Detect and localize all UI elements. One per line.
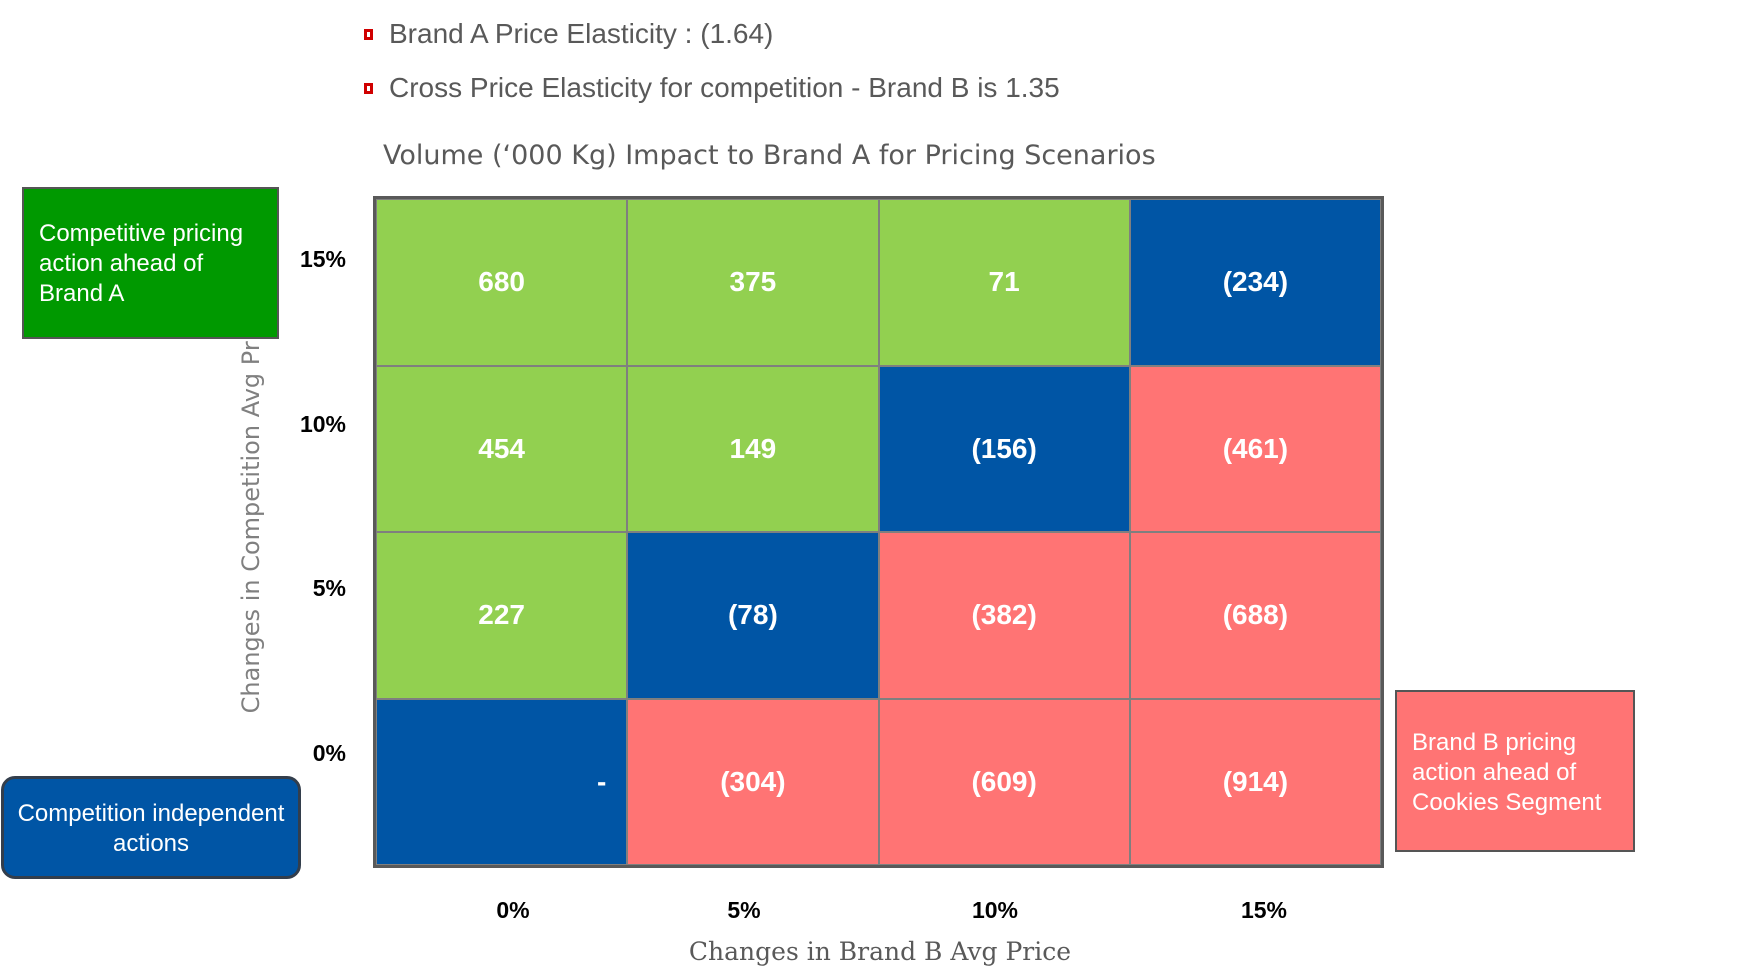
bullet-price-elasticity: Brand A Price Elasticity : (1.64) [364,18,773,50]
x-tick-label: 10% [971,897,1019,923]
heatmap-cell: (461) [1129,365,1381,532]
bullet-cross-elasticity: Cross Price Elasticity for competition -… [364,72,1060,104]
heatmap-grid: 680 375 71 (234) 454 149 (156) (461) 227 (78) (382… [373,196,1384,868]
chart-title: Volume (‘000 Kg) Impact to Brand A for P… [383,140,1156,171]
heatmap-cell: 149 [627,365,879,532]
heatmap-cell: 680 [376,199,628,366]
heatmap-cell: (914) [1129,698,1381,865]
y-axis-label: Changes in Competition Avg Price [237,306,265,714]
callout-brand-b-pricing: Brand B pricing action ahead of Cookies … [1395,690,1635,852]
heatmap-cell: (609) [878,698,1130,865]
heatmap-cell: (156) [878,365,1130,532]
callout-competitive-pricing: Competitive pricing action ahead of Bran… [22,187,279,339]
y-tick-label: 0% [312,739,346,766]
bullet-text: Cross Price Elasticity for competition -… [389,72,1060,103]
x-tick-label: 15% [1240,897,1288,923]
bullet-square-icon [364,28,373,40]
heatmap-cell: 375 [627,199,879,366]
y-tick-label: 5% [312,575,346,602]
x-tick-label: 0% [496,897,530,923]
bullet-text: Brand A Price Elasticity : (1.64) [389,18,774,49]
bullet-square-icon [364,82,373,94]
x-axis-label: Changes in Brand B Avg Price [688,937,1072,966]
heatmap-cell: (78) [627,532,879,699]
heatmap-cell: 454 [376,365,628,532]
heatmap-cell: (234) [1129,199,1381,366]
heatmap-cell: 227 [376,532,628,699]
heatmap-cell: (382) [878,532,1130,699]
callout-independent-actions: Competition independent actions [1,776,301,879]
x-tick-label: 5% [727,897,761,923]
heatmap-cell: 71 [878,199,1130,366]
heatmap-cell: (304) [627,698,879,865]
heatmap-cell: (688) [1129,532,1381,699]
y-tick-label: 10% [299,410,346,437]
y-tick-label: 15% [299,246,346,273]
heatmap-cell: - [376,698,628,865]
